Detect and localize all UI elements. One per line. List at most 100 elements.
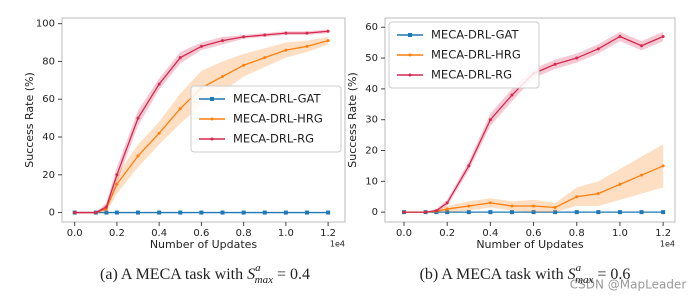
marker: [661, 210, 666, 215]
marker: [73, 211, 77, 215]
y-tick-label: 20: [42, 170, 55, 181]
marker: [326, 29, 330, 33]
legend-marker: [408, 33, 412, 37]
marker: [241, 210, 246, 215]
marker: [445, 207, 449, 211]
marker: [242, 63, 246, 67]
series-line: [404, 165, 664, 213]
marker: [424, 210, 428, 214]
y-tick-label: 0: [372, 207, 378, 218]
y-tick-label: 0: [49, 208, 55, 219]
marker: [532, 204, 536, 208]
x-axis-label: Number of Updates: [150, 238, 258, 251]
marker: [199, 44, 203, 48]
marker: [114, 210, 119, 215]
marker: [661, 164, 665, 168]
plot-frame: [61, 17, 346, 223]
watermark: CSDN @MapLeader: [570, 278, 687, 292]
marker: [618, 182, 622, 186]
y-axis-label: Success Rate (%): [23, 72, 36, 168]
legend-label: MECA-DRL-RG: [431, 68, 512, 82]
x-tick-label: 0.4: [482, 228, 498, 239]
marker: [488, 210, 493, 215]
x-tick-label: 0.0: [67, 228, 83, 239]
marker: [221, 39, 225, 43]
marker: [574, 210, 579, 215]
legend-label: MECA-DRL-GAT: [233, 92, 321, 106]
x-tick-label: 0.2: [109, 228, 125, 239]
marker: [284, 31, 288, 35]
marker: [157, 210, 162, 215]
marker: [617, 210, 622, 215]
marker: [509, 210, 514, 215]
y-tick-label: 20: [365, 146, 378, 157]
marker: [136, 210, 141, 215]
marker: [178, 56, 182, 60]
marker: [263, 56, 267, 60]
legend-marker: [408, 53, 412, 57]
marker: [510, 204, 514, 208]
error-band: [74, 36, 329, 213]
legend-box: [190, 85, 342, 153]
caption: (a) A MECA task with Sa max = 0.4: [100, 262, 310, 286]
marker: [221, 75, 225, 79]
marker: [326, 210, 331, 215]
marker: [466, 210, 471, 215]
marker: [639, 210, 644, 215]
x-tick-label: 0.6: [526, 228, 542, 239]
marker: [640, 44, 644, 48]
marker: [178, 107, 182, 111]
marker: [283, 210, 288, 215]
y-axis-label: Success Rate (%): [346, 72, 359, 168]
x-tick-label: 1.2: [320, 228, 336, 239]
marker: [242, 35, 246, 39]
x-tick-label: 0.4: [151, 228, 167, 239]
y-tick-label: 10: [365, 176, 378, 187]
caption-sub: max: [575, 274, 593, 286]
marker: [661, 34, 665, 38]
legend-label: MECA-DRL-HRG: [431, 48, 521, 62]
y-tick-label: 40: [42, 132, 55, 143]
caption-text: = 0.6: [593, 266, 630, 283]
marker: [263, 33, 267, 37]
caption-symbol: S: [247, 266, 255, 283]
caption-text: = 0.4: [273, 266, 310, 283]
marker: [326, 39, 330, 43]
caption-sup: a: [255, 262, 261, 274]
marker: [445, 210, 450, 215]
caption: (b) A MECA task with Sa max = 0.6: [420, 262, 631, 286]
y-tick-label: 100: [36, 19, 55, 30]
y-tick-label: 60: [42, 94, 55, 105]
marker: [220, 210, 225, 215]
legend-label: MECA-DRL-RG: [233, 132, 314, 146]
marker: [94, 211, 98, 215]
y-tick-label: 80: [42, 56, 55, 67]
marker: [553, 210, 558, 215]
x-tick-label: 1.0: [278, 228, 294, 239]
x-tick-label: 1.0: [612, 228, 628, 239]
marker: [104, 205, 108, 209]
marker: [434, 209, 438, 213]
caption-text: (b) A MECA task with: [420, 266, 568, 283]
legend-marker: [210, 117, 214, 121]
y-tick-label: 60: [365, 22, 378, 33]
marker: [305, 31, 309, 35]
marker: [136, 154, 140, 158]
legend-box: [388, 21, 540, 89]
legend-marker: [210, 97, 214, 101]
x-axis-label: Number of Updates: [476, 238, 584, 251]
marker: [104, 210, 109, 215]
y-tick-label: 30: [365, 115, 378, 126]
marker: [467, 164, 471, 168]
marker: [157, 131, 161, 135]
legend-marker: [210, 137, 214, 141]
series-line: [74, 30, 329, 214]
marker: [596, 210, 601, 215]
marker: [553, 62, 557, 66]
y-tick-label: 40: [365, 84, 378, 95]
marker: [575, 56, 579, 60]
marker: [445, 201, 449, 205]
caption-text: (a) A MECA task with: [100, 266, 247, 283]
marker: [136, 116, 140, 120]
